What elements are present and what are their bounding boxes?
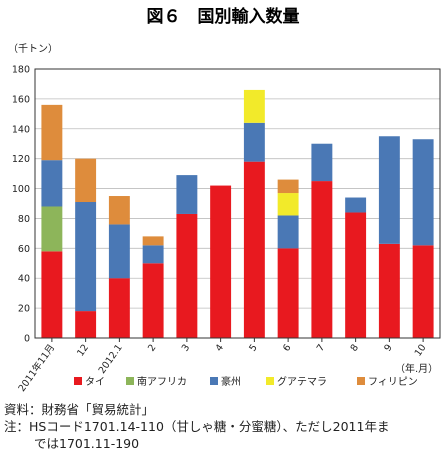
note-line-continued: では1701.11-190 — [34, 436, 140, 451]
source-line: 資料：財務省「貿易統計」 — [4, 402, 155, 417]
legend-label: 南アフリカ — [137, 375, 187, 388]
y-tick-label: 80 — [18, 214, 30, 225]
y-tick-label: 160 — [12, 94, 30, 105]
bar-segment — [176, 213, 198, 338]
legend: タイ 南アフリカ 豪州 グアテマラ フィリピン — [74, 375, 418, 388]
x-tick-label: 4 — [214, 342, 226, 353]
y-tick-label: 180 — [12, 65, 30, 76]
bar-segment — [243, 122, 265, 162]
bar-segment — [108, 224, 130, 279]
bar-segment — [412, 245, 434, 338]
bar-segment — [412, 139, 434, 246]
legend-label: グアテマラ — [277, 375, 327, 388]
x-tick-label: 2 — [146, 342, 158, 353]
legend-swatch — [126, 377, 134, 385]
x-tick-label: 8 — [349, 342, 361, 353]
x-tick-label: 10 — [413, 342, 429, 358]
x-tick-label: 7 — [315, 342, 327, 353]
bar-segment — [277, 193, 299, 216]
chart: 図６ 国別輸入数量 （千トン） 0 20 40 60 80 100 120 140 160 180… — [8, 6, 441, 394]
y-axis-unit-label: （千トン） — [8, 43, 58, 55]
x-tick-label: 6 — [281, 342, 293, 353]
bar-segment — [41, 160, 63, 207]
bar-segment — [210, 185, 232, 338]
y-tick-label: 140 — [12, 124, 30, 135]
bar-segment — [142, 236, 164, 246]
bar-segment — [75, 202, 97, 312]
x-tick-label: 9 — [382, 342, 394, 353]
bar-segment — [108, 196, 130, 225]
note-line: 注：HSコード1701.14-110（甘しゃ糖・分蜜糖）、ただし2011年ま — [4, 419, 390, 434]
legend-swatch — [74, 377, 82, 385]
x-tick-label: 12 — [75, 342, 91, 358]
bar-segment — [311, 181, 333, 338]
x-tick-label: 3 — [180, 342, 192, 353]
x-tick-label: 5 — [247, 342, 259, 353]
y-tick-label: 60 — [18, 244, 30, 255]
bar-segment — [176, 175, 198, 214]
grid-layer — [35, 98, 440, 309]
plot-frame — [34, 68, 441, 339]
legend-swatch — [266, 377, 274, 385]
bar-segment — [41, 251, 63, 338]
bar-segment — [277, 179, 299, 194]
bar-segment — [41, 104, 63, 161]
x-tick-label: 2012.1 — [97, 342, 125, 376]
source-notes: 資料：財務省「貿易統計」 注：HSコード1701.14-110（甘しゃ糖・分蜜糖… — [4, 401, 444, 452]
y-tick-label: 100 — [12, 184, 30, 195]
x-tick-label: 2011年11月 — [16, 342, 58, 394]
bar-segment — [108, 278, 130, 338]
legend-swatch — [210, 377, 218, 385]
bar-segment — [75, 311, 97, 338]
bar-segment — [277, 215, 299, 249]
y-tick-label: 120 — [12, 154, 30, 165]
bar-segment — [277, 248, 299, 338]
bar-segment — [311, 143, 333, 182]
bar-segment — [243, 89, 265, 123]
chart-title: 図６ 国別輸入数量 — [147, 6, 300, 27]
y-tick-label: 0 — [24, 334, 30, 345]
bar-segment — [75, 158, 97, 203]
bar-segment — [345, 197, 367, 213]
legend-label: 豪州 — [221, 375, 241, 388]
legend-label: フィリピン — [368, 376, 418, 388]
bar-segment — [378, 136, 400, 244]
x-axis-unit-label: （年.月） — [395, 362, 438, 375]
bar-segment — [142, 263, 164, 338]
legend-label: タイ — [85, 376, 105, 388]
bar-segment — [142, 245, 164, 264]
y-tick-label: 40 — [18, 274, 30, 285]
bar-segment — [243, 161, 265, 338]
legend-swatch — [357, 377, 365, 385]
bar-layer — [41, 89, 434, 338]
y-tick-label: 20 — [18, 304, 30, 315]
bar-segment — [41, 206, 63, 252]
bar-segment — [345, 212, 367, 338]
bar-segment — [378, 243, 400, 338]
